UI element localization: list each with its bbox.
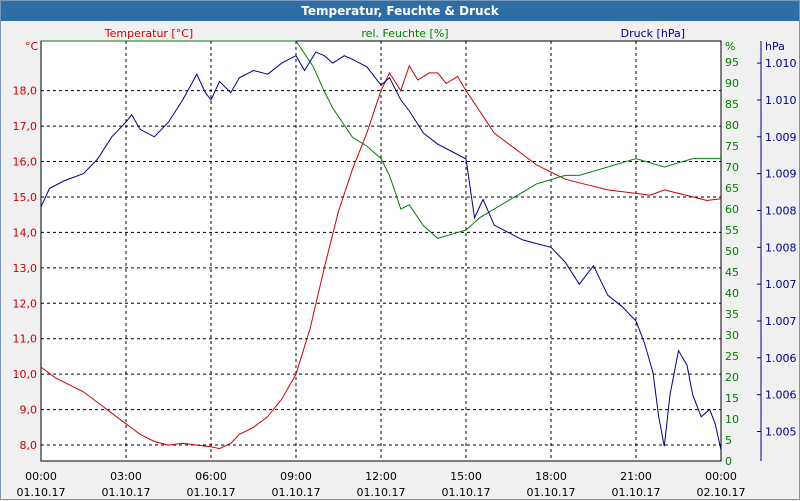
humidity-tick-label: 95 <box>725 56 739 69</box>
temperature-tick-label: 18,0 <box>13 85 38 98</box>
x-tick-time: 00:00 <box>25 470 57 483</box>
pressure-tick-label: 1.008 <box>765 241 797 254</box>
temperature-axis-title: Temperatur [°C] <box>104 27 193 40</box>
pressure-tick-label: 1.005 <box>765 426 797 439</box>
humidity-unit: % <box>725 40 735 53</box>
humidity-tick-label: 30 <box>725 329 739 342</box>
temperature-tick-label: 14,0 <box>13 226 38 239</box>
humidity-tick-label: 55 <box>725 224 739 237</box>
x-tick-time: 18:00 <box>535 470 567 483</box>
x-tick-time: 21:00 <box>620 470 652 483</box>
plot-border <box>40 40 722 462</box>
x-tick-time: 03:00 <box>110 470 142 483</box>
humidity-tick-label: 60 <box>725 203 739 216</box>
humidity-axis-title: rel. Feuchte [%] <box>361 27 448 40</box>
humidity-tick-label: 35 <box>725 308 739 321</box>
humidity-tick-label: 10 <box>725 413 739 426</box>
pressure-tick-label: 1.010 <box>765 94 797 107</box>
pressure-series-line <box>40 51 722 451</box>
temperature-tick-label: 13,0 <box>13 262 38 275</box>
temperature-tick-label: 8,0 <box>20 439 38 452</box>
humidity-tick-label: 5 <box>725 434 732 447</box>
x-tick-date: 01.10.17 <box>442 486 491 499</box>
temperature-tick-label: 15,0 <box>13 191 38 204</box>
x-tick-date: 01.10.17 <box>612 486 661 499</box>
humidity-tick-label: 90 <box>725 77 739 90</box>
x-tick-date: 01.10.17 <box>17 486 66 499</box>
humidity-tick-label: 45 <box>725 266 739 279</box>
humidity-tick-label: 75 <box>725 140 739 153</box>
pressure-tick-label: 1.009 <box>765 168 797 181</box>
pressure-tick-label: 1.009 <box>765 131 797 144</box>
temperature-tick-label: 16,0 <box>13 156 38 169</box>
temperature-tick-label: 9,0 <box>20 404 38 417</box>
pressure-axis-title: Druck [hPa] <box>621 27 685 40</box>
temperature-unit: °C <box>25 40 39 53</box>
humidity-tick-label: 70 <box>725 161 739 174</box>
x-tick-time: 09:00 <box>280 470 312 483</box>
x-tick-date: 01.10.17 <box>357 486 406 499</box>
x-tick-date: 01.10.17 <box>272 486 321 499</box>
pressure-tick-label: 1.007 <box>765 315 797 328</box>
x-tick-date: 01.10.17 <box>102 486 151 499</box>
temperature-tick-label: 11,0 <box>13 333 38 346</box>
humidity-tick-label: 20 <box>725 371 739 384</box>
pressure-tick-label: 1.008 <box>765 204 797 217</box>
humidity-tick-label: 85 <box>725 98 739 111</box>
temperature-tick-label: 12,0 <box>13 297 38 310</box>
pressure-unit: hPa <box>765 40 785 53</box>
x-tick-date: 02.10.17 <box>697 486 746 499</box>
x-tick-time: 15:00 <box>450 470 482 483</box>
x-tick-time: 00:00 <box>705 470 737 483</box>
chart-title: Temperatur, Feuchte & Druck <box>1 1 799 21</box>
humidity-tick-label: 65 <box>725 182 739 195</box>
temperature-tick-label: 10,0 <box>13 368 38 381</box>
pressure-tick-label: 1.010 <box>765 57 797 70</box>
x-tick-time: 06:00 <box>195 470 227 483</box>
humidity-tick-label: 0 <box>725 455 732 468</box>
pressure-tick-label: 1.006 <box>765 389 797 402</box>
humidity-series-line <box>41 40 721 239</box>
pressure-tick-label: 1.007 <box>765 278 797 291</box>
x-tick-date: 01.10.17 <box>187 486 236 499</box>
temperature-tick-label: 17,0 <box>13 120 38 133</box>
humidity-tick-label: 25 <box>725 350 739 363</box>
x-tick-date: 01.10.17 <box>527 486 576 499</box>
humidity-tick-label: 15 <box>725 392 739 405</box>
humidity-tick-label: 40 <box>725 287 739 300</box>
x-tick-time: 12:00 <box>365 470 397 483</box>
humidity-tick-label: 80 <box>725 119 739 132</box>
humidity-tick-label: 50 <box>725 245 739 258</box>
temperature-series-line <box>40 64 722 450</box>
pressure-tick-label: 1.006 <box>765 352 797 365</box>
